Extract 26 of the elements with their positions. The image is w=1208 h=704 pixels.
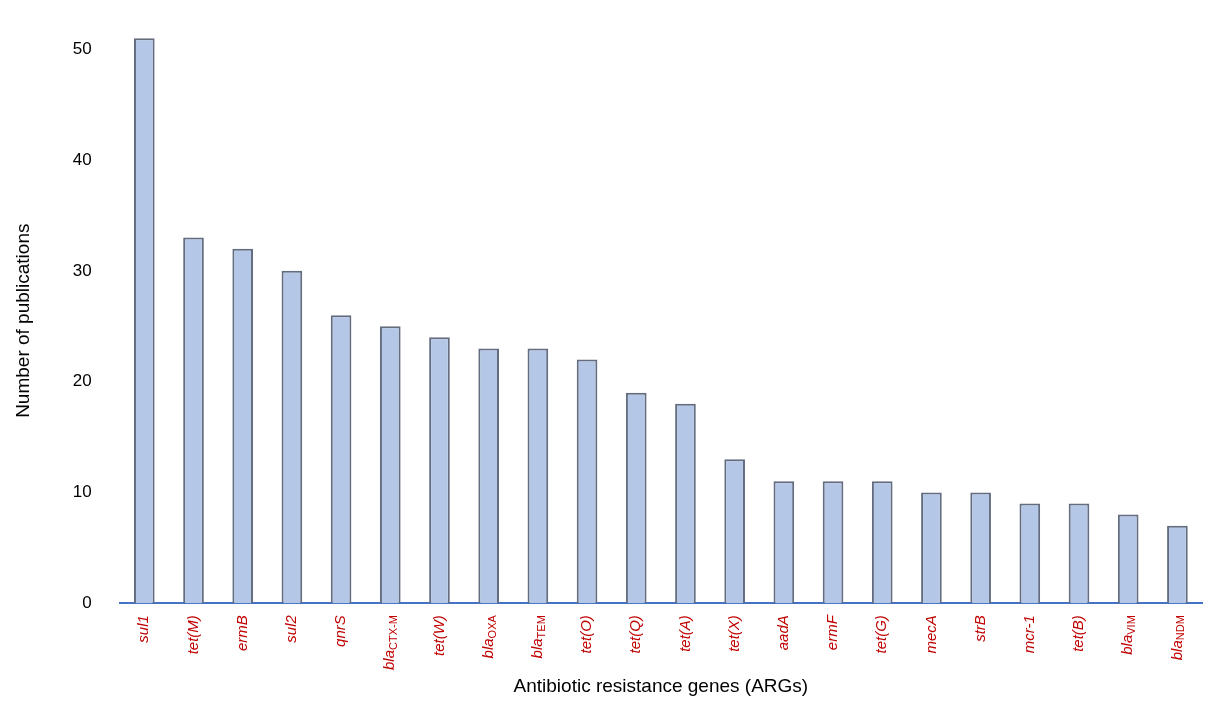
x-tick-label: qnrS (331, 615, 349, 647)
y-tick-label: 10 (72, 482, 92, 502)
x-tick-label: tet(G) (872, 615, 890, 654)
x-tick-label: tet(Q) (626, 615, 644, 654)
x-tick-label: tet(W) (429, 615, 447, 657)
x-tick-label: strB (970, 615, 988, 642)
y-tick-label: 20 (72, 371, 92, 391)
y-tick-label: 50 (72, 38, 92, 58)
y-axis-title: Number of publications (11, 223, 33, 418)
x-tick-label: aadA (774, 615, 792, 651)
x-tick-label: sul2 (282, 614, 300, 643)
y-tick-label: 0 (82, 592, 92, 612)
x-tick-label: ermF (823, 614, 841, 651)
y-tick-label: 30 (72, 260, 92, 280)
x-tick-label: ermB (232, 615, 250, 652)
x-tick-label: tet(B) (1069, 615, 1087, 652)
x-tick-label: mecA (921, 615, 939, 654)
x-tick-label: tet(A) (675, 615, 693, 652)
x-axis-title: Antibiotic resistance genes (ARGs) (513, 674, 809, 696)
x-tick-label: tet(M) (183, 615, 201, 655)
y-tick-label: 40 (72, 149, 92, 169)
x-tick-label: mcr-1 (1019, 615, 1037, 654)
x-tick-label: tet(X) (724, 615, 742, 652)
x-tick-label: tet(O) (577, 615, 595, 654)
x-tick-label: sul1 (134, 615, 152, 643)
x-tick-label: blaOXA (478, 614, 498, 659)
